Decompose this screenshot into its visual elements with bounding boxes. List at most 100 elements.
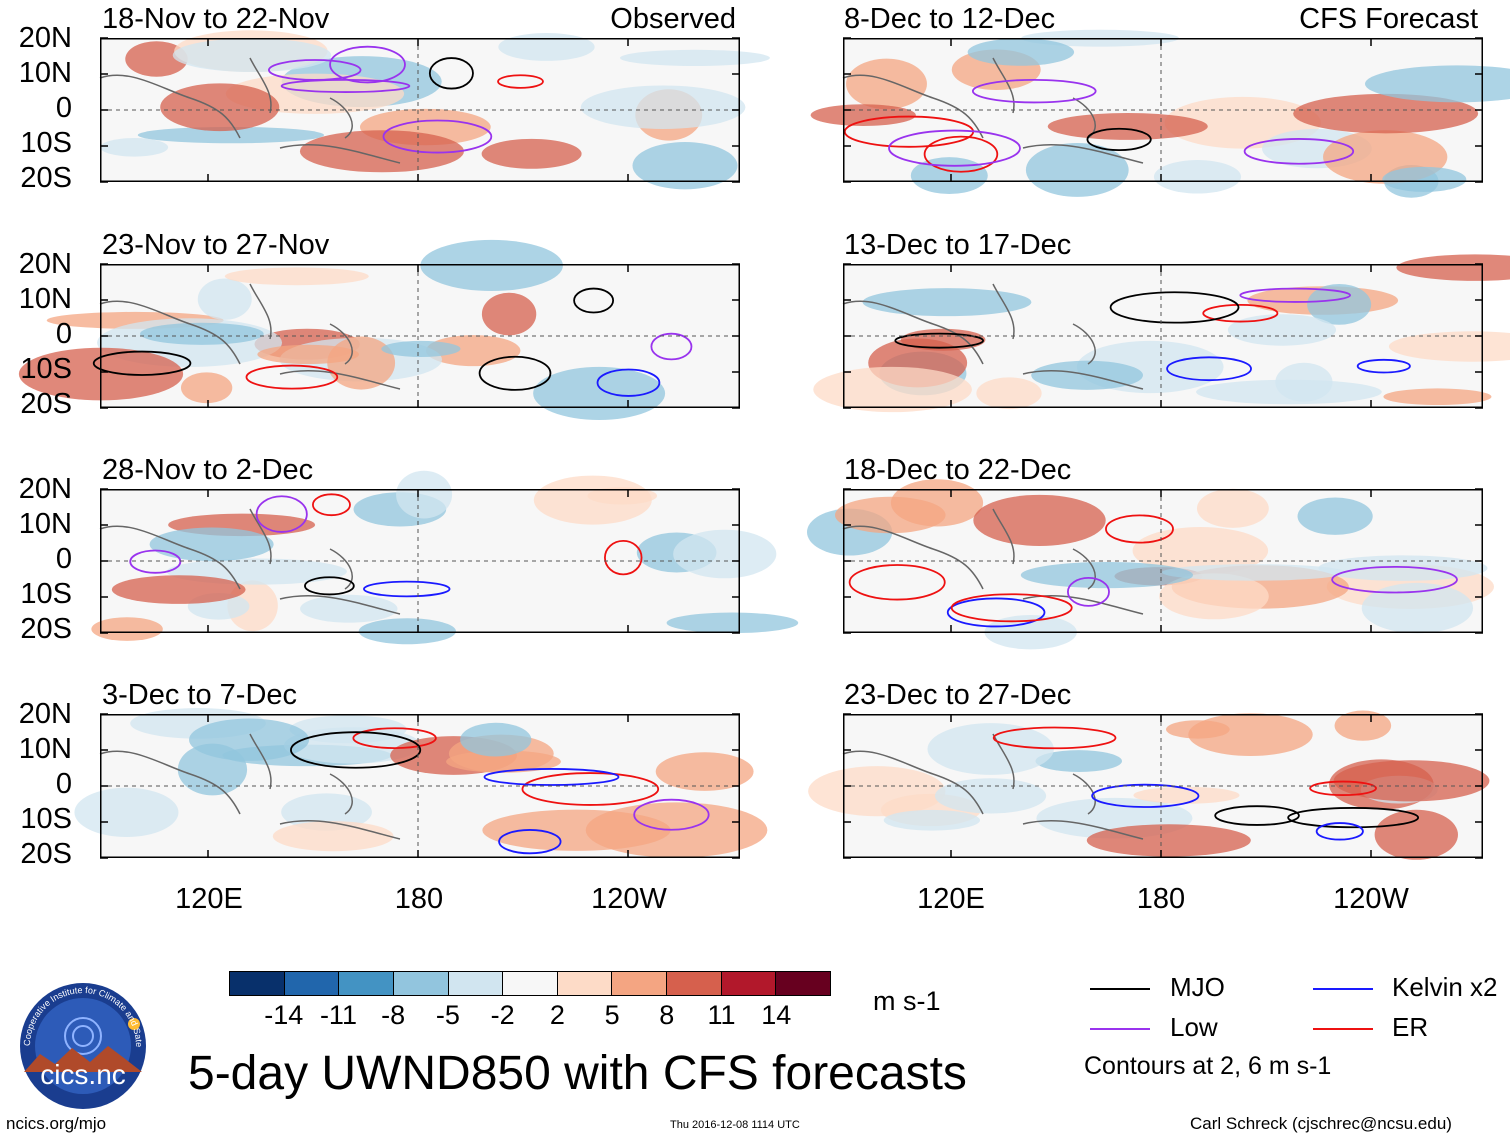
wind-anomaly-blob — [1227, 314, 1337, 346]
wind-anomaly-blob — [1086, 824, 1251, 857]
legend-mjo-label: MJO — [1170, 972, 1225, 1002]
low-contour — [888, 129, 1021, 167]
mjo-contour — [1109, 291, 1240, 324]
colorbar-label: -5 — [435, 1000, 460, 1030]
colorbar-label: 11 — [707, 1000, 736, 1030]
coastline — [99, 57, 401, 164]
kelvin-contour — [1315, 822, 1364, 841]
wind-anomaly-blob — [1132, 527, 1269, 575]
colorbar — [229, 971, 831, 996]
lat-tick-label: 20S — [20, 838, 72, 870]
wind-anomaly-blob — [1153, 160, 1242, 194]
wind-anomaly-blob — [125, 41, 188, 77]
wind-anomaly-blob — [1166, 720, 1230, 739]
wind-anomaly-blob — [1196, 488, 1269, 528]
wind-anomaly-blob — [1388, 331, 1510, 362]
lat-tick-label: 10S — [20, 803, 72, 835]
panel-title: 23-Dec to 27-Dec — [844, 679, 1072, 711]
wind-anomaly-blob — [1035, 750, 1122, 773]
wind-anomaly-blob — [967, 38, 1075, 66]
colorbar-label: -14 — [264, 1000, 304, 1030]
low-contour — [1331, 565, 1458, 594]
wind-anomaly-blob — [1293, 93, 1479, 134]
mjo-contour — [304, 576, 355, 596]
legend-low-label: Low — [1170, 1012, 1218, 1042]
wind-anomaly-blob — [299, 130, 464, 173]
wind-anomaly-blob — [934, 778, 1047, 814]
colorbar-bin — [393, 972, 449, 995]
wind-anomaly-blob — [91, 617, 163, 641]
colorbar-bin — [284, 972, 340, 995]
mjo-contour — [428, 57, 474, 90]
lon-tick-label: 180 — [1136, 883, 1186, 915]
er-contour — [497, 74, 544, 89]
wind-anomaly-blob — [1318, 555, 1488, 581]
wind-anomaly-blob — [327, 336, 396, 390]
colorbar-bin — [230, 972, 285, 995]
wind-anomaly-blob — [446, 750, 561, 773]
colorbar-label: -8 — [381, 1000, 406, 1030]
lat-tick-label: 0 — [55, 92, 72, 124]
coastline — [842, 283, 1144, 390]
wind-anomaly-blob — [160, 83, 280, 132]
kelvin-contour — [596, 368, 661, 397]
map-panel — [808, 710, 1490, 860]
lat-tick-label: 10S — [20, 353, 72, 385]
low-contour — [129, 549, 182, 574]
mjo-contour — [92, 350, 192, 376]
wind-anomaly-blob — [460, 722, 532, 757]
low-contour — [1243, 138, 1355, 165]
colorbar-label: 14 — [761, 1000, 792, 1030]
mjo-contour — [573, 287, 615, 314]
lon-tick-label: 120E — [917, 883, 985, 915]
er-contour — [245, 364, 339, 390]
colorbar-units: m s-1 — [873, 986, 941, 1016]
legend-mjo-line — [1090, 988, 1150, 990]
coastline — [99, 283, 401, 390]
wind-anomaly-blob — [1364, 65, 1510, 103]
kelvin-contour — [498, 829, 562, 855]
contours-note: Contours at 2, 6 m s-1 — [1084, 1052, 1332, 1080]
colorbar-label: -11 — [319, 1000, 357, 1030]
lon-tick-label: 120W — [591, 883, 667, 915]
wind-anomaly-blob — [300, 594, 398, 623]
wind-anomaly-blob — [197, 278, 252, 320]
kelvin-contour — [1091, 783, 1200, 808]
wind-anomaly-blob — [862, 288, 1032, 317]
wind-anomaly-blob — [810, 104, 916, 126]
er-contour — [1202, 303, 1279, 323]
wind-anomaly-blob — [834, 496, 946, 534]
wind-anomaly-blob — [257, 344, 359, 365]
lat-tick-label: 10S — [20, 127, 72, 159]
wind-anomaly-blob — [973, 494, 1106, 546]
logo-text: cics.nc — [40, 1059, 126, 1090]
colorbar-bin — [612, 972, 668, 995]
legend-er-line — [1313, 1028, 1373, 1030]
kelvin-contour — [1166, 356, 1252, 382]
er-contour — [1309, 780, 1377, 796]
colorbar-label: 2 — [549, 1000, 565, 1030]
colorbar-label: -2 — [490, 1000, 515, 1030]
lon-tick-label: 180 — [394, 883, 444, 915]
wind-anomaly-blob — [587, 487, 658, 505]
mjo-contour — [1214, 805, 1300, 826]
wind-anomaly-blob — [74, 787, 179, 837]
wind-anomaly-blob — [666, 612, 799, 634]
wind-anomaly-blob — [172, 38, 332, 73]
lat-tick-label: 10N — [18, 57, 72, 89]
observed-label: Observed — [610, 3, 736, 35]
colorbar-bin — [721, 972, 777, 995]
footer-url[interactable]: ncics.org/mjo — [6, 1114, 107, 1133]
lat-tick-label: 20S — [20, 162, 72, 194]
wind-anomaly-blob — [149, 527, 274, 562]
map-panel — [813, 254, 1510, 413]
coastline — [842, 733, 1144, 840]
lat-tick-label: 10N — [18, 283, 72, 315]
kelvin-contour — [946, 597, 1046, 628]
wind-anomaly-blob — [140, 322, 264, 345]
wind-anomaly-blob — [498, 33, 595, 61]
colorbar-bin — [339, 972, 394, 995]
legend-low-line — [1090, 1028, 1150, 1030]
lat-tick-label: 20N — [18, 248, 72, 280]
panel-title: 23-Nov to 27-Nov — [102, 229, 330, 261]
